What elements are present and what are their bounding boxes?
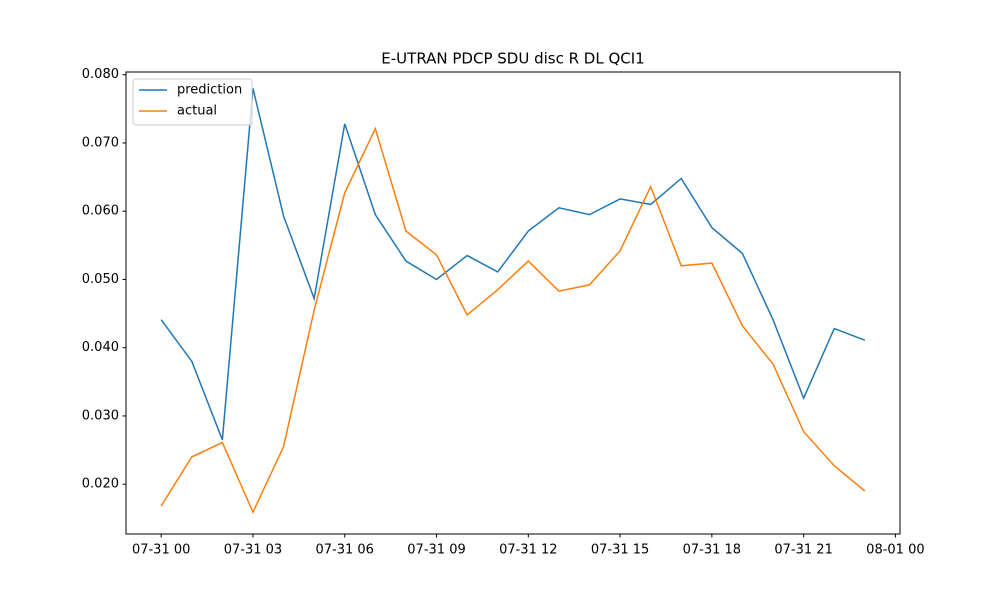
x-tick-label: 08-01 00 [866, 543, 924, 558]
x-tick-label: 07-31 06 [316, 543, 374, 558]
y-tick-label: 0.030 [82, 408, 119, 423]
x-tick-label: 07-31 12 [499, 543, 557, 558]
y-tick-label: 0.020 [82, 477, 119, 492]
line-series [160, 88, 866, 441]
y-tick-label: 0.080 [82, 67, 119, 82]
line-series [160, 126, 866, 514]
y-tick-label: 0.050 [82, 272, 119, 287]
x-tick-label: 07-31 15 [591, 543, 649, 558]
y-tick-label: 0.040 [82, 340, 119, 355]
legend: prediction actual [132, 78, 253, 126]
x-tick-label: 07-31 21 [774, 543, 832, 558]
plot-frame [125, 71, 901, 535]
x-tick-label: 07-31 09 [407, 543, 465, 558]
legend-label: prediction [177, 83, 242, 98]
x-tick-label: 07-31 00 [132, 543, 190, 558]
x-tick-label: 07-31 18 [683, 543, 741, 558]
chart-title: E-UTRAN PDCP SDU disc R DL QCI1 [381, 50, 644, 68]
y-tick-label: 0.060 [82, 204, 119, 219]
legend-label: actual [177, 104, 217, 119]
y-tick-label: 0.070 [82, 135, 119, 150]
x-tick-label: 07-31 03 [224, 543, 282, 558]
